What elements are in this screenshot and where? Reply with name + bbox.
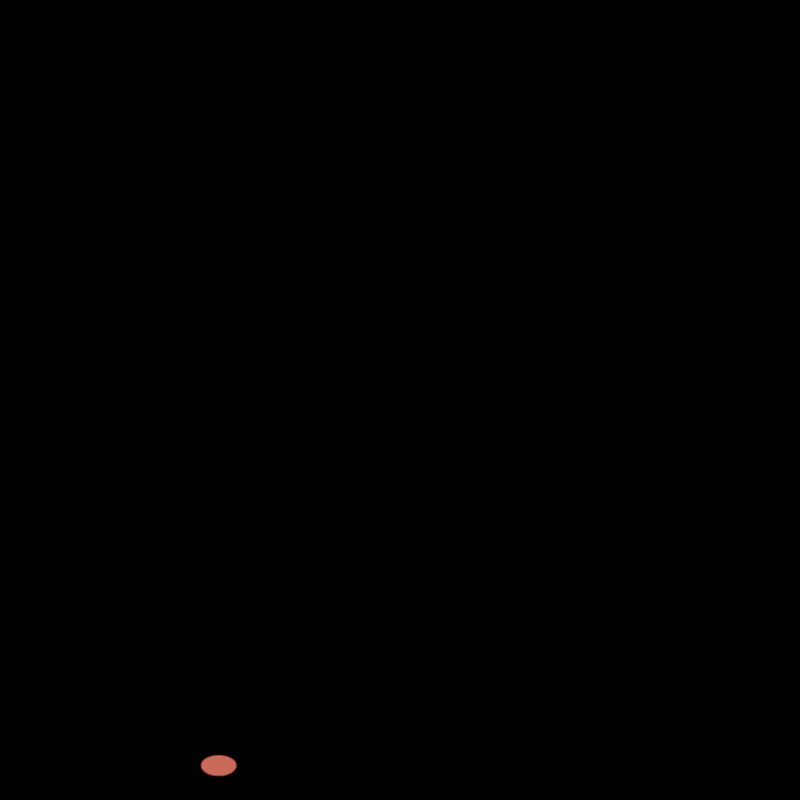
chart-container bbox=[0, 0, 800, 800]
minimum-marker bbox=[201, 755, 237, 776]
bottleneck-chart bbox=[0, 0, 800, 800]
